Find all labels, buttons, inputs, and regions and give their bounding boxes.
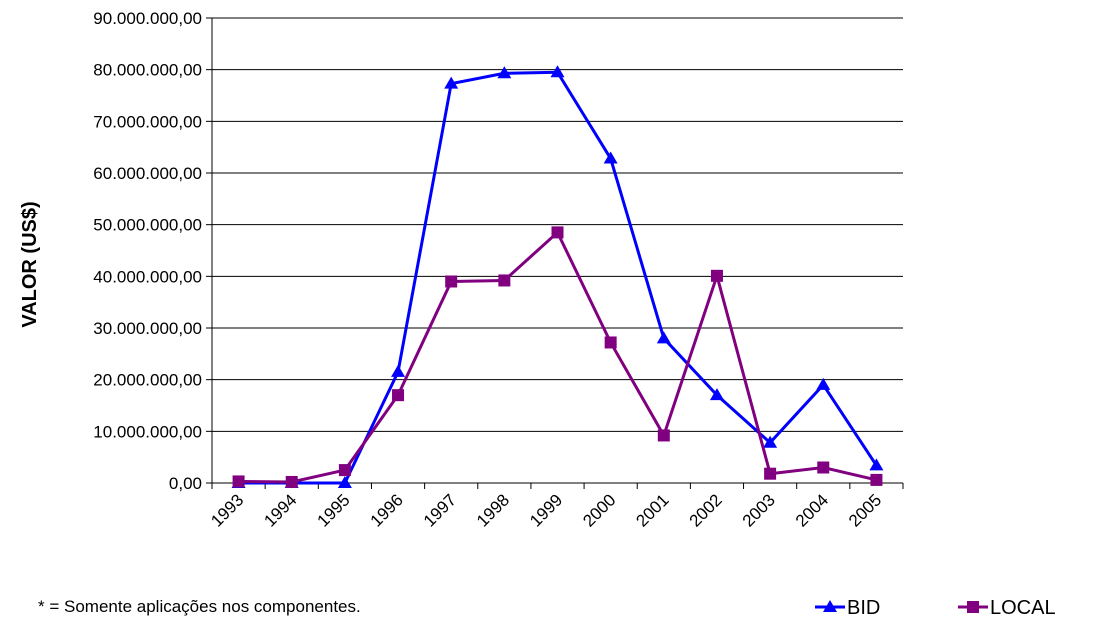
data-point-local: [285, 475, 298, 488]
data-point-bid: [709, 388, 724, 401]
y-tick-label: 30.000.000,00: [93, 319, 202, 338]
legend: BID LOCAL: [815, 597, 1056, 619]
data-point-local: [338, 464, 351, 477]
data-point-local: [445, 275, 458, 288]
y-tick-label: 90.000.000,00: [93, 9, 202, 28]
x-tick-label: 2003: [739, 490, 779, 530]
data-point-local: [657, 429, 670, 442]
data-point-bid: [656, 331, 671, 344]
legend-label-bid: BID: [847, 597, 880, 619]
data-point-local: [232, 475, 245, 488]
data-point-local: [870, 473, 883, 486]
x-tick-label: 2000: [579, 490, 619, 530]
legend-item-bid: BID: [815, 597, 880, 619]
y-tick-label: 10.000.000,00: [93, 422, 202, 441]
y-tick-label: 50.000.000,00: [93, 216, 202, 235]
legend-marker-bid: [823, 600, 837, 612]
data-point-bid: [550, 65, 565, 78]
chart-axes: [211, 18, 904, 489]
data-point-bid: [337, 476, 352, 488]
footnote: * = Somente aplicações nos componentes.: [38, 597, 361, 616]
grid-lines: [206, 17, 903, 484]
x-tick-label: 1993: [207, 490, 247, 530]
legend-label-local: LOCAL: [990, 597, 1056, 619]
series-local: [232, 226, 883, 488]
y-tick-label: 0,00: [169, 474, 202, 493]
data-point-bid: [497, 66, 512, 79]
x-tick-label: 2004: [792, 490, 832, 530]
y-tick-labels: 0,00 10.000.000,00 20.000.000,00 30.000.000…: [93, 9, 202, 493]
y-tick-label: 70.000.000,00: [93, 112, 202, 131]
data-point-bid: [869, 458, 884, 471]
series-line-local: [238, 229, 877, 484]
data-point-bid: [444, 76, 459, 89]
x-tick-label: 1996: [367, 490, 407, 530]
x-tick-label: 2002: [686, 490, 726, 530]
series-line-bid: [238, 70, 878, 485]
x-tick-label: 1999: [526, 490, 566, 530]
x-tick-label: 1994: [260, 490, 300, 530]
y-tick-label: 40.000.000,00: [93, 267, 202, 286]
data-point-local: [392, 389, 405, 402]
x-tick-label: 2001: [632, 490, 672, 530]
data-point-bid: [763, 435, 778, 448]
y-tick-label: 60.000.000,00: [93, 164, 202, 183]
y-axis-label: VALOR (US$): [19, 201, 41, 327]
series-group: [231, 65, 884, 488]
data-point-local: [764, 467, 777, 480]
data-point-local: [710, 269, 723, 282]
data-point-local: [604, 336, 617, 349]
data-point-local: [551, 226, 564, 239]
y-tick-label: 20.000.000,00: [93, 371, 202, 390]
y-tick-label: 80.000.000,00: [93, 61, 202, 80]
legend-item-local: LOCAL: [958, 597, 1056, 619]
legend-marker-local: [967, 601, 979, 613]
data-point-bid: [391, 364, 406, 377]
x-tick-label: 1998: [473, 490, 513, 530]
data-point-bid: [816, 377, 831, 390]
data-point-local: [817, 461, 830, 474]
x-tick-label: 1997: [420, 490, 460, 530]
data-point-bid: [603, 151, 618, 164]
x-tick-label: 1995: [314, 490, 354, 530]
data-point-local: [498, 274, 511, 287]
x-tick-labels: 1993 1994 1995 1996 1997 1998 1999 2000 2001 2002…: [207, 490, 885, 530]
x-tick-label: 2005: [845, 490, 885, 530]
